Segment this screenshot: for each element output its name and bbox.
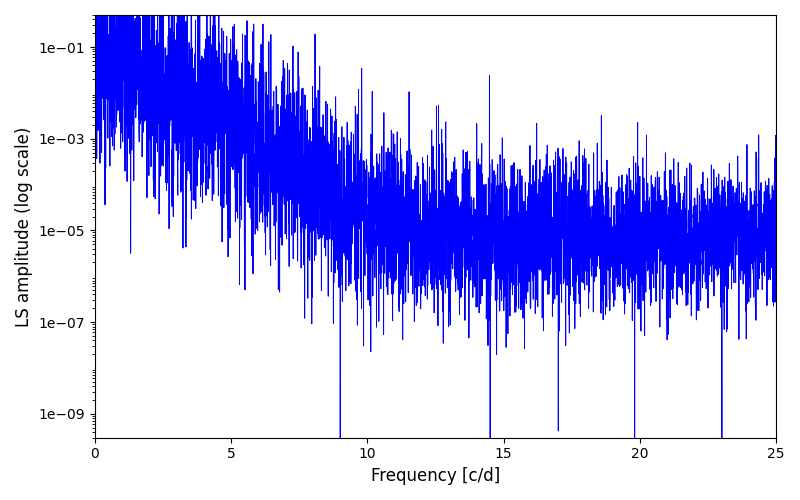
Y-axis label: LS amplitude (log scale): LS amplitude (log scale) (15, 126, 33, 326)
X-axis label: Frequency [c/d]: Frequency [c/d] (371, 467, 500, 485)
